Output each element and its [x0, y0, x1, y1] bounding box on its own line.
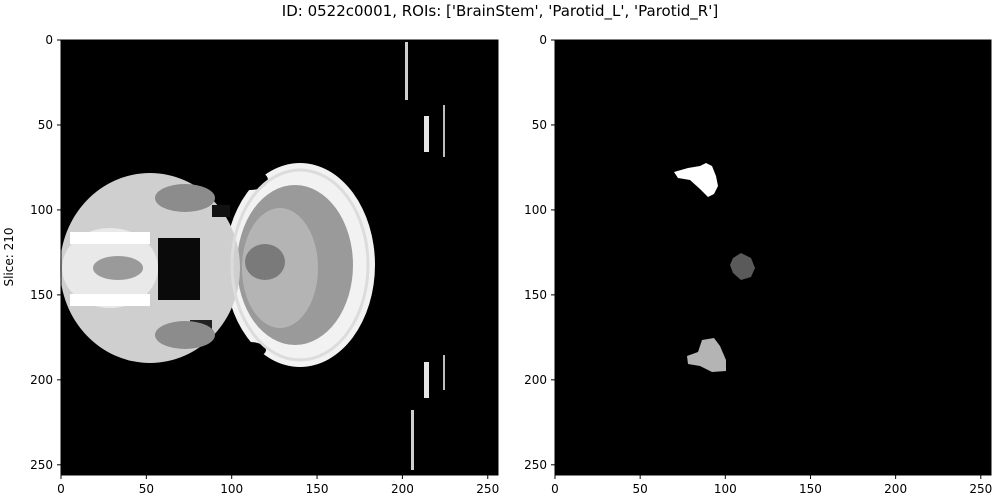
roi-blob-bottom — [687, 338, 726, 372]
y-tick-label: 100 — [30, 203, 53, 217]
ct-head-slice — [60, 163, 375, 367]
ct-image-panel — [60, 40, 498, 475]
x-tick-label: 100 — [220, 482, 243, 496]
x-tick-label: 250 — [969, 482, 992, 496]
y-tick-label: 200 — [524, 373, 547, 387]
axes-frame — [60, 39, 499, 476]
y-tick-label: 150 — [524, 288, 547, 302]
axes-frame — [554, 39, 992, 476]
x-tick-label: 200 — [884, 482, 907, 496]
ct-image-panel-axes: 0 50 100 150 200 250 0 50 100 150 200 250 — [30, 33, 499, 496]
ct-table-streaks — [405, 42, 445, 470]
figure-title: ID: 0522c0001, ROIs: ['BrainStem', 'Paro… — [281, 2, 719, 20]
y-tick-label: 50 — [532, 118, 547, 132]
roi-blob-middle — [730, 253, 755, 280]
y-tick-label: 0 — [45, 33, 53, 47]
y-tick-label: 50 — [38, 118, 53, 132]
x-tick-label: 250 — [476, 482, 499, 496]
y-tick-label: 200 — [30, 373, 53, 387]
x-tick-label: 150 — [799, 482, 822, 496]
roi-mask-panel — [555, 40, 991, 475]
x-tick-label: 100 — [714, 482, 737, 496]
x-tick-label: 50 — [633, 482, 648, 496]
y-tick-label: 250 — [30, 458, 53, 472]
roi-blob-top — [674, 163, 718, 197]
x-tick-label: 150 — [306, 482, 329, 496]
roi-mask-background — [555, 40, 991, 475]
y-tick-label: 100 — [524, 203, 547, 217]
x-tick-label: 0 — [551, 482, 559, 496]
x-tick-label: 200 — [391, 482, 414, 496]
roi-mask-panel-axes: 0 50 100 150 200 250 0 50 100 150 200 250 — [524, 33, 992, 496]
y-tick-label: 250 — [524, 458, 547, 472]
x-tick-label: 0 — [57, 482, 65, 496]
x-tick-label: 50 — [139, 482, 154, 496]
y-tick-label: 150 — [30, 288, 53, 302]
y-tick-label: 0 — [539, 33, 547, 47]
